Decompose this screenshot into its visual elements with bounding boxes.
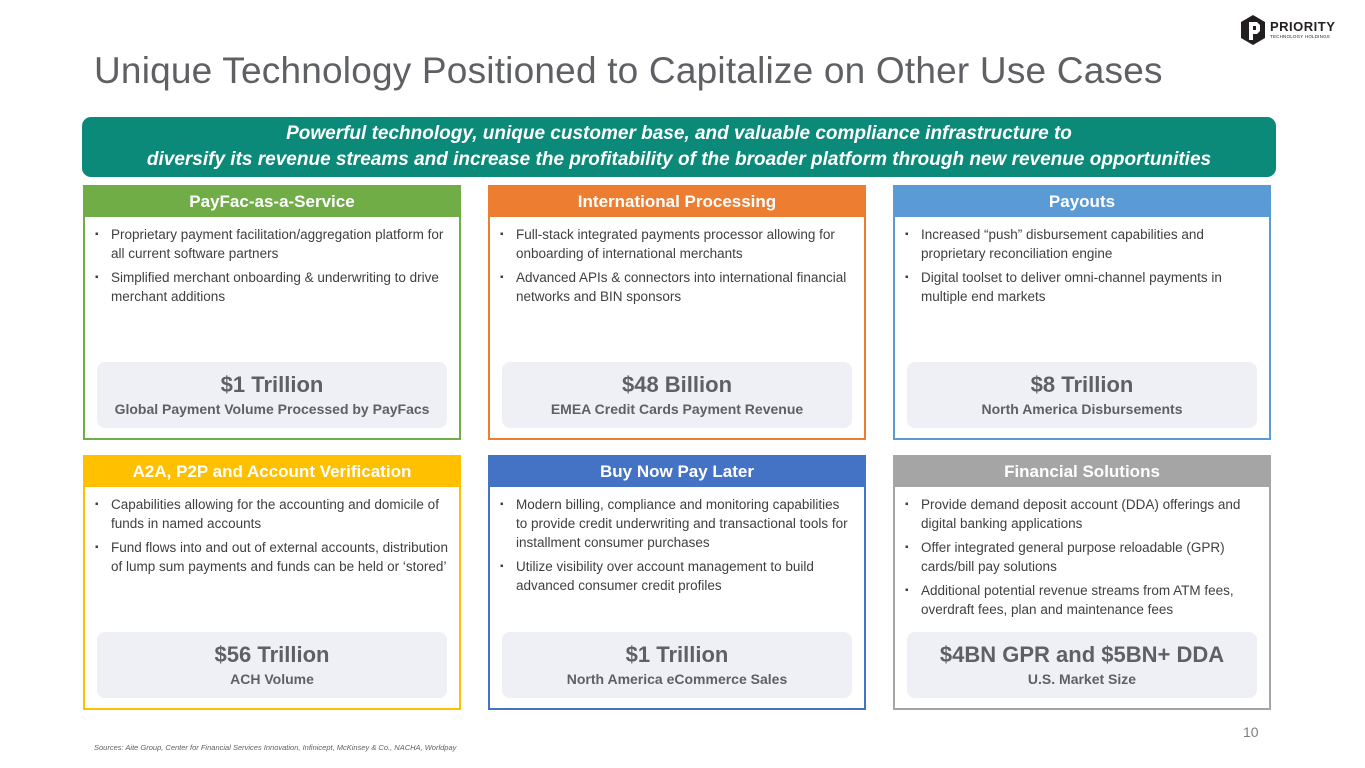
- bullet-item: Additional potential revenue streams fro…: [905, 581, 1259, 619]
- page-title: Unique Technology Positioned to Capitali…: [94, 50, 1163, 91]
- card-header: Buy Now Pay Later: [490, 457, 864, 487]
- stat-label: EMEA Credit Cards Payment Revenue: [550, 401, 804, 417]
- card-bullet-list: Provide demand deposit account (DDA) off…: [895, 487, 1269, 619]
- bullet-item: Proprietary payment facilitation/aggrega…: [95, 225, 449, 263]
- banner-line-2: diversify its revenue streams and increa…: [146, 149, 1212, 170]
- card-a2a-p2p: A2A, P2P and Account Verification Capabi…: [83, 455, 461, 710]
- bullet-item: Modern billing, compliance and monitorin…: [500, 495, 854, 552]
- stat-box: $1 Trillion Global Payment Volume Proces…: [97, 362, 447, 428]
- stat-box: $4BN GPR and $5BN+ DDA U.S. Market Size: [907, 632, 1257, 698]
- card-buy-now-pay-later: Buy Now Pay Later Modern billing, compli…: [488, 455, 866, 710]
- stat-value: $4BN GPR and $5BN+ DDA: [939, 642, 1225, 667]
- stat-box: $8 Trillion North America Disbursements: [907, 362, 1257, 428]
- logo-subtitle: TECHNOLOGY HOLDINGS: [1270, 34, 1330, 40]
- card-financial-solutions: Financial Solutions Provide demand depos…: [893, 455, 1271, 710]
- logo-name: PRIORITY: [1270, 19, 1336, 35]
- card-bullet-list: Increased “push” disbursement capabiliti…: [895, 217, 1269, 306]
- summary-banner: Powerful technology, unique customer bas…: [82, 117, 1276, 177]
- stat-value: $1 Trillion: [220, 372, 324, 397]
- stat-value: $56 Trillion: [214, 642, 330, 667]
- card-bullet-list: Full-stack integrated payments processor…: [490, 217, 864, 306]
- card-bullet-list: Modern billing, compliance and monitorin…: [490, 487, 864, 595]
- stat-box: $56 Trillion ACH Volume: [97, 632, 447, 698]
- bullet-item: Provide demand deposit account (DDA) off…: [905, 495, 1259, 533]
- bullet-item: Digital toolset to deliver omni-channel …: [905, 268, 1259, 306]
- bullet-item: Capabilities allowing for the accounting…: [95, 495, 449, 533]
- bullet-item: Full-stack integrated payments processor…: [500, 225, 854, 263]
- card-header: Financial Solutions: [895, 457, 1269, 487]
- company-logo: PRIORITY TECHNOLOGY HOLDINGS: [1240, 13, 1340, 47]
- stat-label: North America Disbursements: [981, 401, 1183, 417]
- bullet-item: Utilize visibility over account manageme…: [500, 557, 854, 595]
- bullet-item: Offer integrated general purpose reloada…: [905, 538, 1259, 576]
- stat-box: $48 Billion EMEA Credit Cards Payment Re…: [502, 362, 852, 428]
- card-header: International Processing: [490, 187, 864, 217]
- bullet-item: Advanced APIs & connectors into internat…: [500, 268, 854, 306]
- card-header: Payouts: [895, 187, 1269, 217]
- stat-box: $1 Trillion North America eCommerce Sale…: [502, 632, 852, 698]
- stat-value: $1 Trillion: [625, 642, 729, 667]
- card-bullet-list: Proprietary payment facilitation/aggrega…: [85, 217, 459, 306]
- stat-value: $8 Trillion: [1030, 372, 1134, 397]
- stat-label: U.S. Market Size: [1027, 671, 1137, 687]
- bullet-item: Increased “push” disbursement capabiliti…: [905, 225, 1259, 263]
- bullet-item: Simplified merchant onboarding & underwr…: [95, 268, 449, 306]
- stat-label: North America eCommerce Sales: [566, 671, 788, 687]
- priority-logo-icon: [1241, 15, 1265, 45]
- card-payouts: Payouts Increased “push” disbursement ca…: [893, 185, 1271, 440]
- stat-label: Global Payment Volume Processed by PayFa…: [114, 401, 430, 417]
- banner-line-1: Powerful technology, unique customer bas…: [286, 123, 1072, 144]
- card-payfac: PayFac-as-a-Service Proprietary payment …: [83, 185, 461, 440]
- page-number: 10: [1243, 724, 1259, 740]
- stat-value: $48 Billion: [621, 372, 733, 397]
- sources-footnote: Sources: Aite Group, Center for Financia…: [94, 743, 457, 752]
- bullet-item: Fund flows into and out of external acco…: [95, 538, 449, 576]
- card-bullet-list: Capabilities allowing for the accounting…: [85, 487, 459, 576]
- stat-label: ACH Volume: [230, 671, 314, 687]
- card-header: A2A, P2P and Account Verification: [85, 457, 459, 487]
- card-international-processing: International Processing Full-stack inte…: [488, 185, 866, 440]
- card-header: PayFac-as-a-Service: [85, 187, 459, 217]
